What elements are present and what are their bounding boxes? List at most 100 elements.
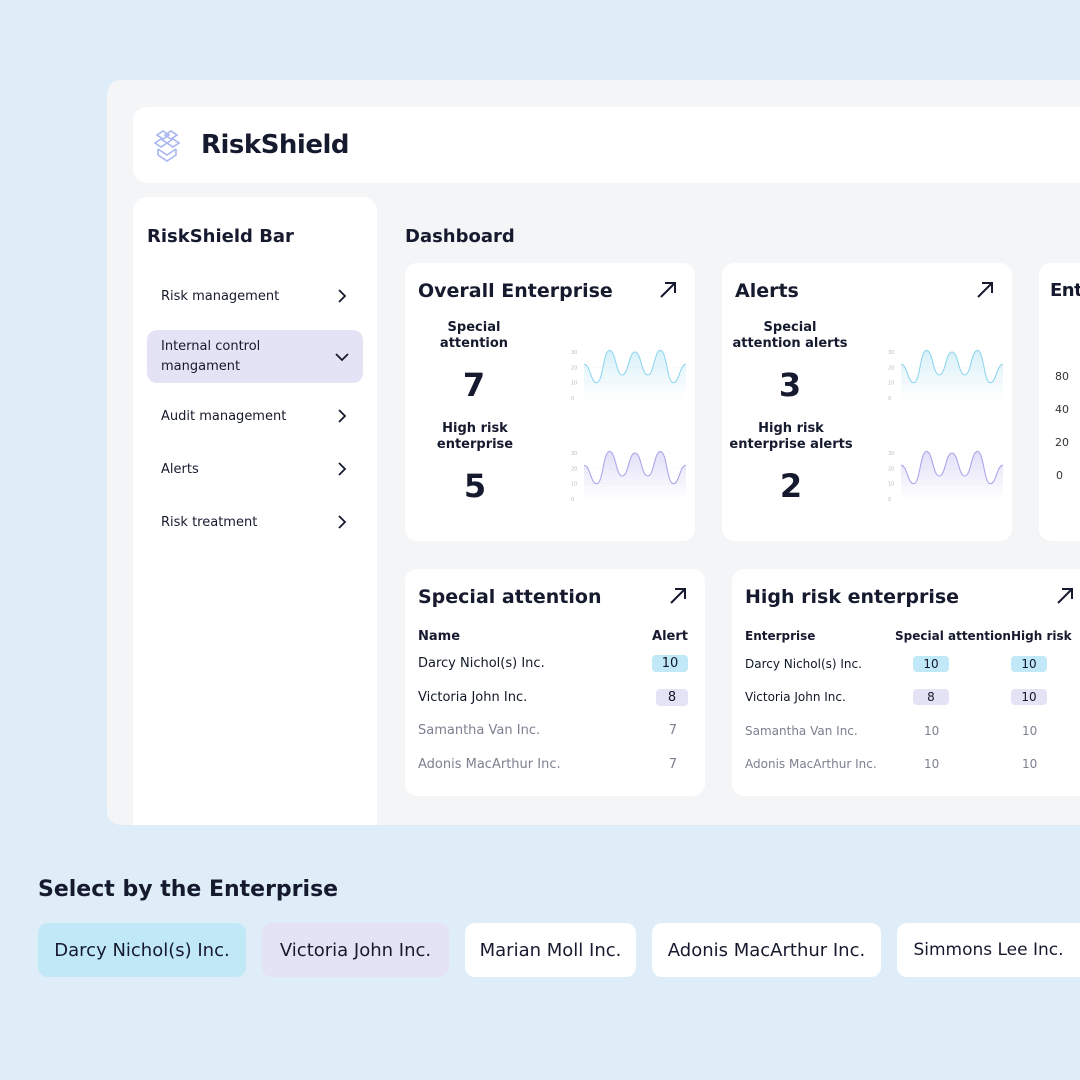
spark-y-tick: 20 — [571, 365, 577, 371]
select-enterprise-title: Select by the Enterprise — [38, 877, 339, 902]
row-name: Adonis MacArthur Inc. — [745, 757, 877, 772]
stat-high-risk-alerts: High risk enterprise alerts 2 — [726, 421, 856, 505]
y-tick: 0 — [1056, 469, 1063, 482]
sidebar-item-internal-control[interactable]: Internal control mangament — [147, 330, 363, 383]
row-name: Victoria John Inc. — [745, 690, 846, 705]
value: 10 — [1022, 757, 1038, 772]
sidebar-item-alerts[interactable]: Alerts — [147, 456, 363, 482]
arrow-up-right-icon[interactable] — [667, 585, 689, 607]
spark-y-tick: 30 — [888, 451, 894, 457]
y-tick: 20 — [1055, 436, 1069, 449]
value-badge: 10 — [1011, 689, 1047, 706]
spark-y-tick: 10 — [888, 381, 894, 387]
alert-value: 7 — [668, 756, 677, 772]
spark-area — [901, 451, 1003, 499]
table-row[interactable]: Samantha Van Inc. 7 — [418, 714, 688, 748]
enterprise-chip[interactable]: Victoria John Inc. — [262, 923, 449, 977]
sidebar-title: RiskShield Bar — [147, 226, 294, 247]
app-header: RiskShield — [133, 107, 1080, 183]
chevron-down-icon — [335, 352, 349, 361]
value: 10 — [1022, 723, 1038, 738]
special-attention-card: Special attention Name Alert Darcy Nichol… — [405, 569, 705, 796]
spark-y-tick: 10 — [888, 482, 894, 488]
arrow-up-right-icon[interactable] — [1054, 585, 1076, 607]
table-row[interactable]: Darcy Nichol(s) Inc. 10 10 — [745, 647, 1072, 681]
spark-y-tick: 0 — [888, 497, 891, 503]
stat-value: 7 — [462, 366, 486, 404]
sidebar-item-risk-treatment[interactable]: Risk treatment — [147, 509, 363, 535]
page-title: Dashboard — [405, 226, 515, 247]
row-name: Samantha Van Inc. — [418, 723, 541, 739]
alert-badge: 8 — [656, 688, 688, 706]
row-name: Victoria John Inc. — [418, 689, 528, 705]
high-risk-enterprise-card: High risk enterprise Enterprise Special a… — [732, 569, 1080, 796]
spark-y-tick: 0 — [888, 396, 891, 402]
sidebar-item-risk-management[interactable]: Risk management — [147, 283, 363, 309]
sidebar-item-label: Risk treatment — [161, 514, 258, 530]
stat-special-attention-alerts: Special attention alerts 3 — [725, 320, 855, 404]
column-header: Enterprise — [745, 629, 816, 643]
card-title: Special attention — [418, 586, 602, 608]
table-row[interactable]: Samantha Van Inc. 10 10 — [745, 714, 1072, 748]
spark-y-tick: 10 — [571, 482, 577, 488]
sidebar-item-label: Internal control mangament — [161, 338, 261, 374]
stat-high-risk: High risk enterprise 5 — [410, 421, 540, 505]
table-row[interactable]: Adonis MacArthur Inc. 10 10 — [745, 748, 1072, 782]
spark-line — [900, 349, 1004, 384]
sidebar-item-label: Risk management — [161, 288, 280, 304]
stat-value: 5 — [463, 467, 487, 505]
logo-box-icon — [153, 130, 181, 162]
high-risk-table: Enterprise Special attention High risk Dar… — [745, 625, 1072, 781]
stat-value: 3 — [778, 366, 802, 404]
card-title: Alerts — [735, 280, 799, 302]
enterprise-chip[interactable]: Simmons Lee Inc. — [897, 923, 1080, 977]
chevron-right-icon — [338, 515, 347, 529]
chevron-right-icon — [338, 289, 347, 303]
sparkline-special: 30 20 10 0 — [888, 349, 1004, 402]
sparkline-high-risk: 30 20 10 0 — [571, 450, 687, 503]
alert-value: 7 — [668, 723, 677, 739]
spark-y-tick: 30 — [571, 451, 577, 457]
arrow-up-right-icon[interactable] — [657, 279, 679, 301]
card-title: High risk enterprise — [745, 586, 960, 608]
sparkline-special: 30 20 10 0 — [571, 349, 687, 402]
row-name: Samantha Van Inc. — [745, 723, 858, 738]
stat-special-attention: Special attention 7 — [409, 320, 539, 404]
arrow-up-right-icon[interactable] — [974, 279, 996, 301]
spark-y-tick: 20 — [888, 365, 894, 371]
spark-line — [583, 450, 687, 485]
enterprise-chip[interactable]: Marian Moll Inc. — [465, 923, 636, 977]
spark-area — [584, 451, 686, 499]
table-row[interactable]: Darcy Nichol(s) Inc. 10 — [418, 647, 688, 681]
y-tick: 40 — [1055, 403, 1069, 416]
chevron-right-icon — [338, 462, 347, 476]
table-row[interactable]: Adonis MacArthur Inc. 7 — [418, 748, 688, 782]
column-header: High risk — [1011, 629, 1072, 643]
value-badge: 10 — [913, 655, 949, 672]
spark-line — [583, 349, 687, 384]
sidebar-item-audit-management[interactable]: Audit management — [147, 403, 363, 429]
spark-y-tick: 30 — [888, 350, 894, 356]
sidebar-item-label: Alerts — [161, 461, 199, 477]
sidebar-item-label: Audit management — [161, 408, 287, 424]
enterprise-chip[interactable]: Adonis MacArthur Inc. — [652, 923, 881, 977]
stat-label: High risk enterprise alerts — [729, 421, 853, 452]
sparkline-high-risk: 30 20 10 0 — [888, 450, 1004, 503]
enterprise-chip[interactable]: Darcy Nichol(s) Inc. — [38, 923, 246, 977]
stat-label: Special attention alerts — [732, 320, 848, 351]
table-row[interactable]: Victoria John Inc. 8 10 — [745, 681, 1072, 715]
spark-y-tick: 30 — [571, 350, 577, 356]
spark-area — [584, 350, 686, 398]
table-row[interactable]: Victoria John Inc. 8 — [418, 681, 688, 715]
overall-enterprise-card: Overall Enterprise Special attention 7 Hi… — [405, 263, 695, 541]
special-attention-table: Name Alert Darcy Nichol(s) Inc. 10 Victori… — [418, 625, 688, 781]
spark-y-tick: 0 — [571, 497, 574, 503]
row-name: Adonis MacArthur Inc. — [418, 756, 561, 772]
value: 10 — [924, 723, 940, 738]
card-title: Overall Enterprise — [418, 280, 613, 302]
stat-value: 2 — [779, 467, 803, 505]
spark-y-tick: 20 — [888, 466, 894, 472]
app-brand: RiskShield — [201, 130, 350, 160]
column-header: Alert — [652, 628, 688, 644]
chevron-right-icon — [338, 409, 347, 423]
